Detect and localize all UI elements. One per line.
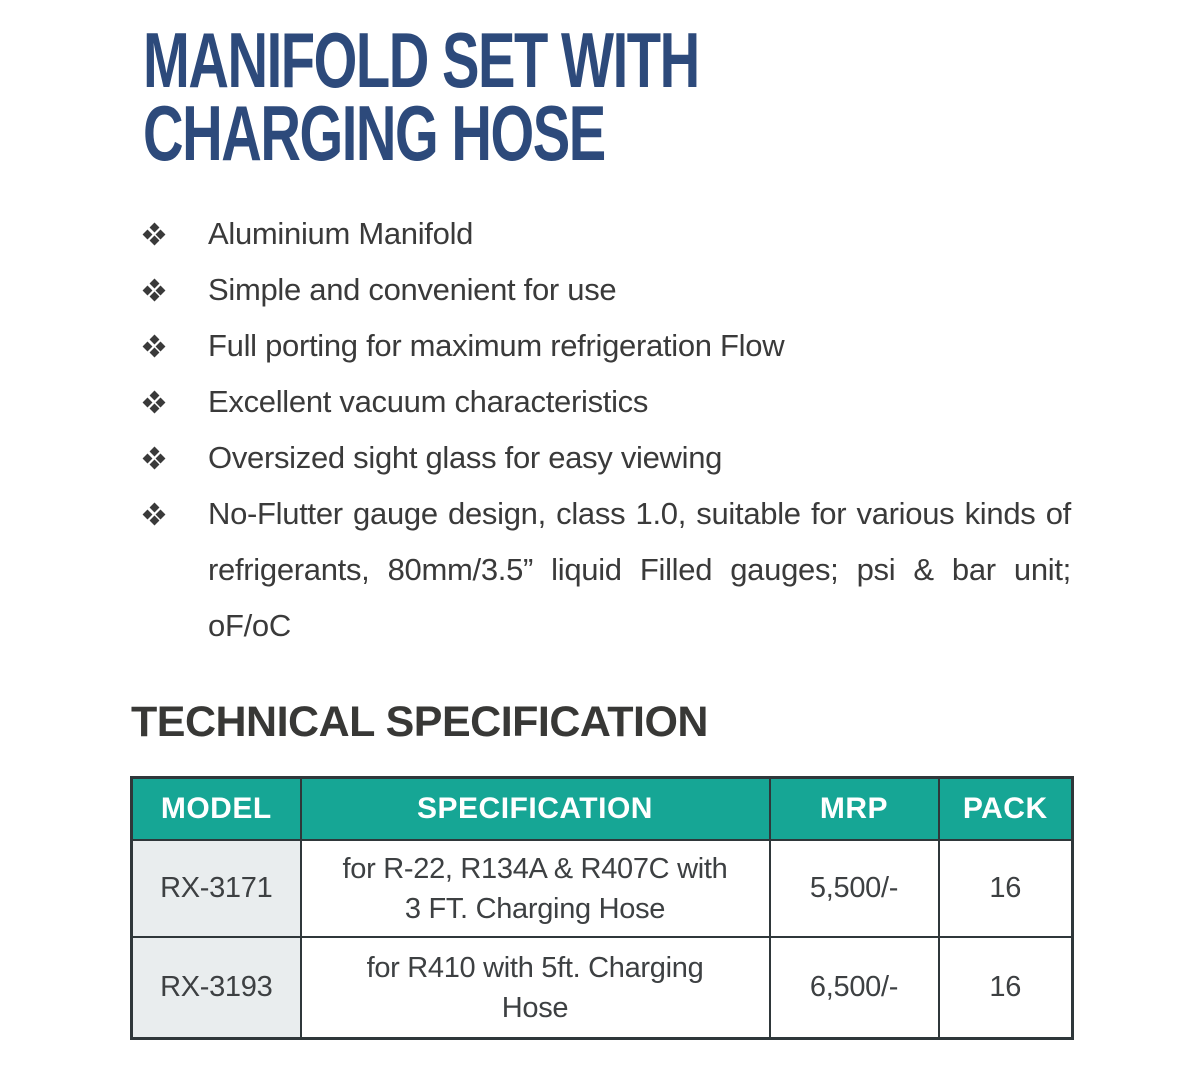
cell-specification: for R-22, R134A & R407C with 3 FT. Charg… bbox=[299, 839, 771, 938]
spec-table: MODEL SPECIFICATION MRP PACK RX-3171 for… bbox=[130, 776, 1074, 1040]
feature-text: Simple and convenient for use bbox=[208, 272, 617, 307]
col-header-model: MODEL bbox=[130, 776, 302, 841]
col-header-pack: PACK bbox=[937, 776, 1074, 841]
col-header-specification: SPECIFICATION bbox=[299, 776, 771, 841]
table-row: RX-3193 for R410 with 5ft. Charging Hose… bbox=[130, 936, 1074, 1040]
cell-pack: 16 bbox=[937, 936, 1074, 1040]
list-item: Oversized sight glass for easy viewing bbox=[142, 430, 1071, 486]
diamond-bullet-icon bbox=[142, 278, 166, 302]
section-heading: TECHNICAL SPECIFICATION bbox=[131, 698, 708, 746]
feature-text: Aluminium Manifold bbox=[208, 216, 474, 251]
cell-mrp: 6,500/- bbox=[768, 936, 940, 1040]
list-item: Excellent vacuum characteristics bbox=[142, 374, 1071, 430]
diamond-bullet-icon bbox=[142, 222, 166, 246]
page-title: MANIFOLD SET WITH CHARGING HOSE bbox=[143, 16, 700, 177]
list-item: Full porting for maximum refrigeration F… bbox=[142, 318, 1071, 374]
diamond-bullet-icon bbox=[142, 390, 166, 414]
feature-text: Oversized sight glass for easy viewing bbox=[208, 440, 723, 475]
feature-list: Aluminium Manifold Simple and convenient… bbox=[142, 206, 1071, 654]
feature-text: Full porting for maximum refrigeration F… bbox=[208, 328, 785, 363]
list-item: Simple and convenient for use bbox=[142, 262, 1071, 318]
feature-text: Excellent vacuum characteristics bbox=[208, 384, 649, 419]
diamond-bullet-icon bbox=[142, 502, 166, 526]
table-row: RX-3171 for R-22, R134A & R407C with 3 F… bbox=[130, 839, 1074, 938]
list-item: Aluminium Manifold bbox=[142, 206, 1071, 262]
col-header-mrp: MRP bbox=[768, 776, 940, 841]
cell-model: RX-3193 bbox=[130, 936, 302, 1040]
diamond-bullet-icon bbox=[142, 334, 166, 358]
table-header-row: MODEL SPECIFICATION MRP PACK bbox=[130, 776, 1074, 841]
cell-pack: 16 bbox=[937, 839, 1074, 938]
cell-mrp: 5,500/- bbox=[768, 839, 940, 938]
cell-specification: for R410 with 5ft. Charging Hose bbox=[299, 936, 771, 1040]
list-item: No-Flutter gauge design, class 1.0, suit… bbox=[142, 486, 1071, 654]
page-title-line-1: MANIFOLD SET WITH bbox=[143, 16, 700, 104]
page-title-line-2: CHARGING HOSE bbox=[143, 89, 606, 177]
feature-text: No-Flutter gauge design, class 1.0, suit… bbox=[208, 496, 1071, 643]
diamond-bullet-icon bbox=[142, 446, 166, 470]
cell-model: RX-3171 bbox=[130, 839, 302, 938]
